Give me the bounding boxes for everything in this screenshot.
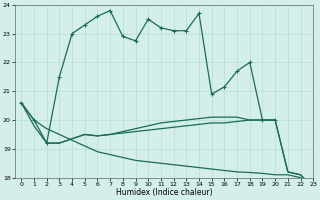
X-axis label: Humidex (Indice chaleur): Humidex (Indice chaleur) [116,188,212,197]
